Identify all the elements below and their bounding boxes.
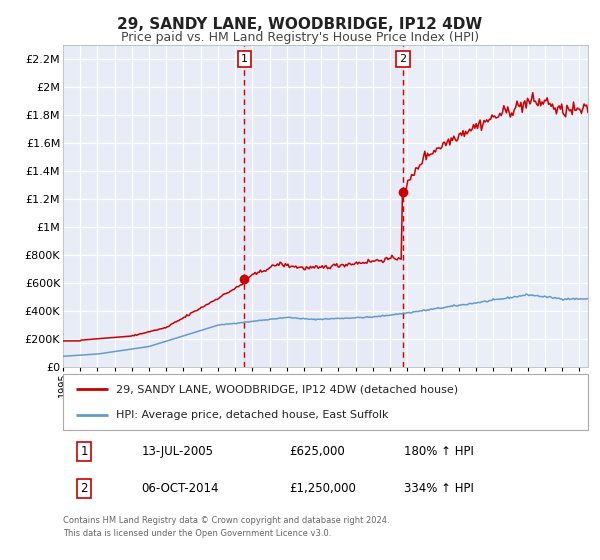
FancyBboxPatch shape: [63, 374, 588, 430]
Text: £625,000: £625,000: [289, 445, 344, 458]
Text: Contains HM Land Registry data © Crown copyright and database right 2024.: Contains HM Land Registry data © Crown c…: [63, 516, 389, 525]
Text: Price paid vs. HM Land Registry's House Price Index (HPI): Price paid vs. HM Land Registry's House …: [121, 31, 479, 44]
Text: 06-OCT-2014: 06-OCT-2014: [142, 482, 219, 496]
Text: 29, SANDY LANE, WOODBRIDGE, IP12 4DW (detached house): 29, SANDY LANE, WOODBRIDGE, IP12 4DW (de…: [115, 384, 458, 394]
Bar: [403, 45, 588, 367]
Text: 2: 2: [80, 482, 88, 496]
Text: HPI: Average price, detached house, East Suffolk: HPI: Average price, detached house, East…: [115, 410, 388, 420]
Text: 1: 1: [241, 54, 248, 64]
Text: 180% ↑ HPI: 180% ↑ HPI: [404, 445, 474, 458]
Bar: [63, 45, 244, 367]
Text: £1,250,000: £1,250,000: [289, 482, 356, 496]
Text: 1: 1: [80, 445, 88, 458]
Text: 13-JUL-2005: 13-JUL-2005: [142, 445, 214, 458]
Bar: [244, 45, 403, 367]
Text: 2: 2: [400, 54, 407, 64]
Text: 334% ↑ HPI: 334% ↑ HPI: [404, 482, 474, 496]
Text: 29, SANDY LANE, WOODBRIDGE, IP12 4DW: 29, SANDY LANE, WOODBRIDGE, IP12 4DW: [118, 17, 482, 32]
Text: This data is licensed under the Open Government Licence v3.0.: This data is licensed under the Open Gov…: [63, 529, 331, 538]
